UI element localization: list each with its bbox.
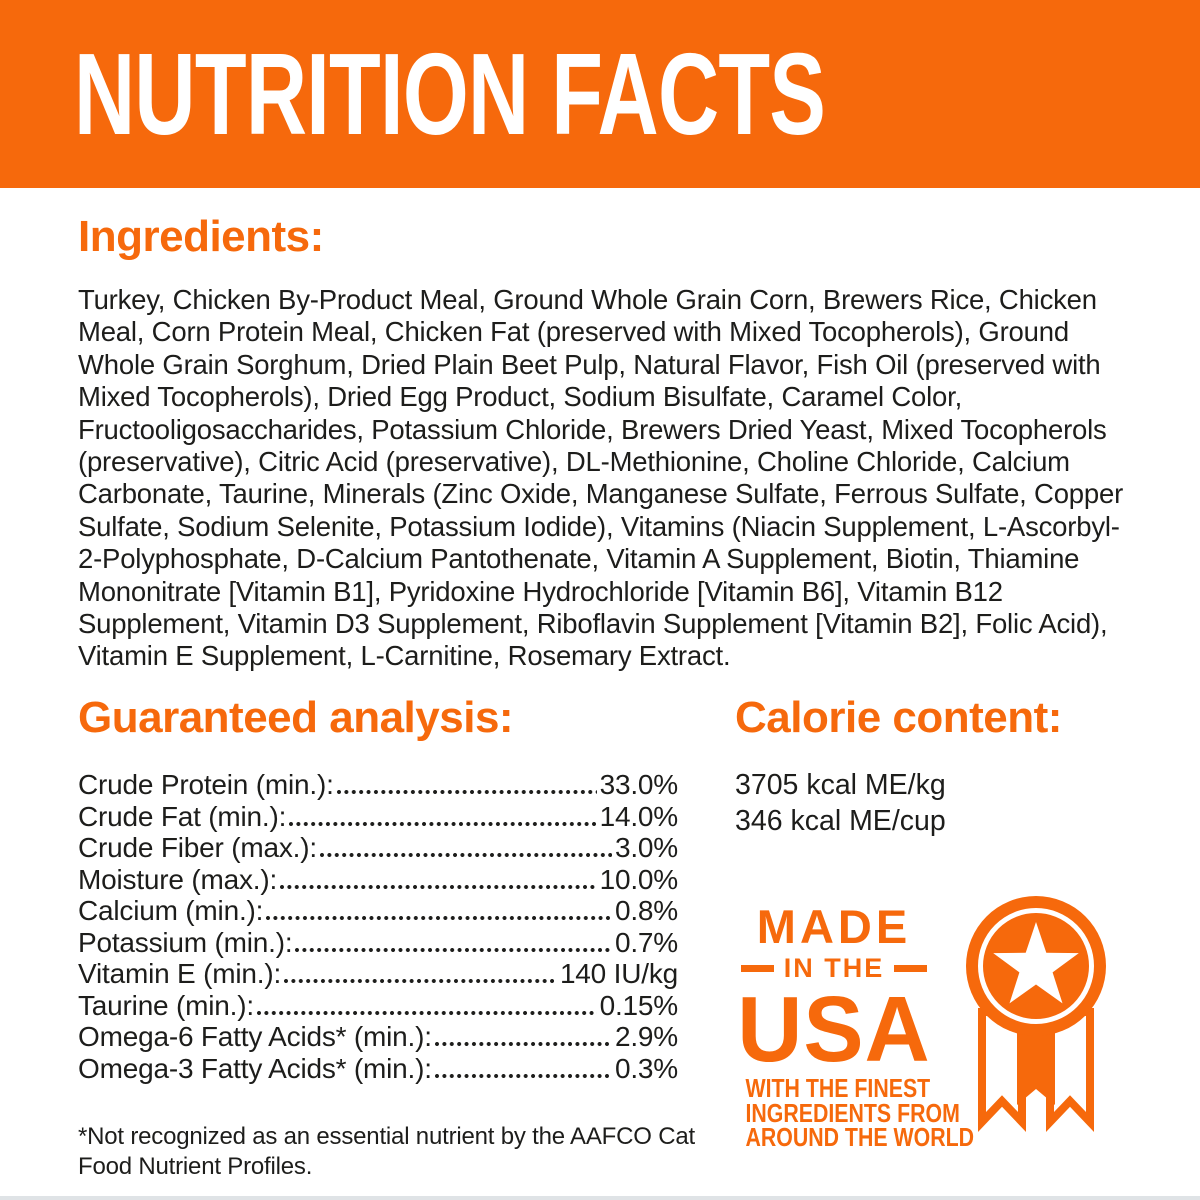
table-row: Calcium (min.): 0.8%: [78, 895, 678, 927]
table-row: Taurine (min.): 0.15%: [78, 990, 678, 1022]
ingredients-section: Ingredients: Turkey, Chicken By-Product …: [78, 212, 1130, 673]
analysis-label: Crude Protein (min.):: [78, 769, 334, 800]
analysis-label: Omega-6 Fatty Acids* (min.):: [78, 1021, 432, 1052]
analysis-label: Crude Fat (min.):: [78, 800, 287, 832]
dot-leader: [284, 979, 557, 983]
table-row: Crude Fat (min.): 14.0%: [78, 801, 678, 833]
usa-label: USA: [737, 977, 931, 1081]
calorie-cup-value: 346 kcal ME/cup: [735, 805, 946, 837]
dot-leader: [434, 1073, 612, 1078]
right-dash: [894, 965, 928, 972]
table-row: Omega-3 Fatty Acids* (min.): 0.3%: [78, 1053, 678, 1085]
guaranteed-analysis-table: Crude Protein (min.): 33.0% Crude Fat (m…: [78, 769, 678, 1084]
table-row: Moisture (max.): 10.0%: [78, 864, 678, 896]
analysis-value: 140 IU/kg: [559, 958, 678, 989]
table-row: Potassium (min.): 0.7%: [78, 927, 678, 959]
table-row: Vitamin E (min.): 140 IU/kg: [78, 958, 678, 990]
dot-leader: [266, 916, 612, 920]
page-title: NUTRITION FACTS: [74, 29, 826, 159]
award-ribbon-star-icon: [966, 896, 1106, 1132]
tagline-line: WITH THE FINEST: [745, 1073, 931, 1103]
table-row: Crude Protein (min.): 33.0%: [78, 769, 678, 801]
table-row: Omega-6 Fatty Acids* (min.): 2.9%: [78, 1021, 678, 1053]
guaranteed-analysis-section: Guaranteed analysis: Crude Protein (min.…: [78, 693, 678, 1084]
in-the-label: IN THE: [783, 953, 885, 983]
analysis-label: Omega-3 Fatty Acids* (min.):: [78, 1052, 432, 1084]
dot-leader: [289, 821, 597, 826]
analysis-label: Taurine (min.):: [78, 989, 254, 1021]
dot-leader: [280, 884, 597, 889]
analysis-value: 0.15%: [599, 989, 679, 1021]
analysis-value: 0.8%: [614, 895, 678, 926]
dot-leader: [434, 1042, 612, 1046]
dot-leader: [336, 790, 597, 794]
analysis-value: 10.0%: [599, 863, 679, 895]
dot-leader: [319, 853, 612, 857]
calorie-kg-value: 3705 kcal ME/kg: [735, 769, 946, 801]
in-the-label-row: IN THE: [726, 953, 942, 984]
footnote: *Not recognized as an essential nutrient…: [78, 1123, 695, 1180]
analysis-value: 0.7%: [614, 926, 678, 958]
dot-leader: [256, 1010, 597, 1015]
calorie-values: 3705 kcal ME/kg 346 kcal ME/cup: [735, 767, 1145, 839]
made-label: MADE: [756, 900, 912, 953]
analysis-value: 2.9%: [614, 1021, 678, 1052]
analysis-label: Vitamin E (min.):: [78, 958, 282, 989]
table-row: Crude Fiber (max.): 3.0%: [78, 832, 678, 864]
bottom-edge-line: [0, 1196, 1200, 1200]
usa-tagline: WITH THE FINEST INGREDIENTS FROM AROUND …: [745, 1073, 975, 1152]
analysis-label: Calcium (min.):: [78, 895, 264, 926]
guaranteed-analysis-heading: Guaranteed analysis:: [78, 693, 514, 742]
made-in-usa-badge: MADE IN THE USA WITH THE FINEST INGREDIE…: [726, 900, 975, 1152]
ingredients-text: Turkey, Chicken By-Product Meal, Ground …: [78, 284, 1124, 672]
ingredients-heading: Ingredients:: [78, 212, 324, 261]
analysis-value: 33.0%: [599, 769, 679, 800]
tagline-line: INGREDIENTS FROM: [745, 1097, 960, 1128]
calorie-content-section: Calorie content: 3705 kcal ME/kg 346 kca…: [735, 693, 1145, 839]
tagline-line: AROUND THE WORLD: [745, 1122, 975, 1152]
calorie-content-heading: Calorie content:: [735, 693, 1062, 742]
analysis-label: Crude Fiber (max.):: [78, 832, 317, 863]
analysis-label: Potassium (min.):: [78, 926, 293, 958]
left-dash: [740, 965, 774, 972]
dot-leader: [295, 947, 612, 952]
analysis-value: 3.0%: [614, 832, 678, 863]
analysis-value: 14.0%: [599, 800, 679, 832]
analysis-label: Moisture (max.):: [78, 863, 278, 895]
analysis-value: 0.3%: [614, 1052, 678, 1084]
header-banner: NUTRITION FACTS: [0, 0, 1200, 188]
